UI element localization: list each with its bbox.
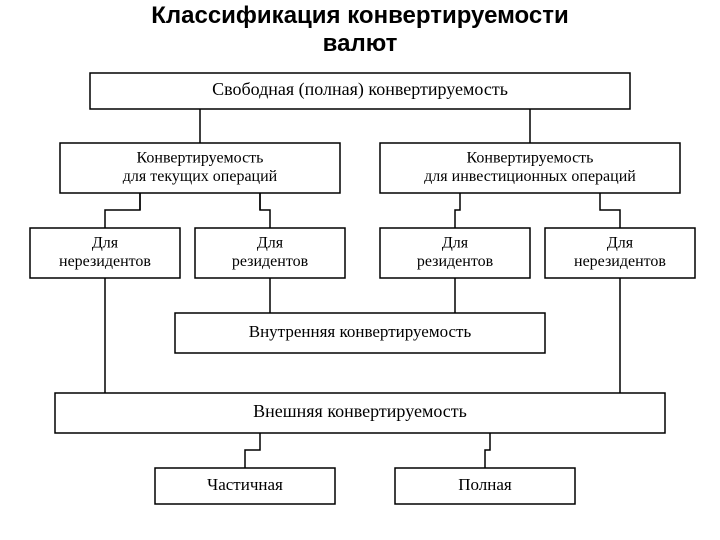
- edge: [455, 193, 460, 228]
- node-root-label-0: Свободная (полная) конвертируемость: [212, 79, 508, 100]
- node-c_r: Длярезидентов: [195, 228, 345, 278]
- node-inv-label-0: Конвертируемость: [467, 150, 594, 167]
- node-i_nr-label-1: нерезидентов: [574, 253, 666, 270]
- node-curr: Конвертируемостьдля текущих операций: [60, 143, 340, 193]
- node-c_nr-label-1: нерезидентов: [59, 253, 151, 270]
- title-line-1: Классификация конвертируемости: [151, 2, 569, 29]
- node-curr-label-1: для текущих операций: [123, 168, 278, 185]
- node-full-label-0: Полная: [458, 475, 512, 494]
- node-c_r-label-0: Для: [257, 235, 284, 252]
- node-outer: Внешняя конвертируемость: [55, 393, 665, 433]
- node-curr-label-0: Конвертируемость: [137, 150, 264, 167]
- edge: [245, 433, 260, 468]
- edge: [105, 193, 140, 228]
- convertibility-diagram: Свободная (полная) конвертируемость Конве…: [0, 63, 720, 533]
- edge: [485, 433, 490, 468]
- node-inner: Внутренняя конвертируемость: [175, 313, 545, 353]
- node-i_r: Длярезидентов: [380, 228, 530, 278]
- node-c_nr: Длянерезидентов: [30, 228, 180, 278]
- node-c_nr-label-0: Для: [92, 235, 119, 252]
- node-full: Полная: [395, 468, 575, 504]
- node-root: Свободная (полная) конвертируемость: [90, 73, 630, 109]
- node-i_r-label-1: резидентов: [417, 253, 494, 270]
- node-i_nr: Длянерезидентов: [545, 228, 695, 278]
- node-c_r-label-1: резидентов: [232, 253, 309, 270]
- node-i_r-label-0: Для: [442, 235, 469, 252]
- node-part: Частичная: [155, 468, 335, 504]
- node-outer-label-0: Внешняя конвертируемость: [253, 401, 467, 421]
- node-inv-label-1: для инвестиционных операций: [424, 168, 636, 185]
- page-title: Классификация конвертируемости валют: [0, 0, 720, 63]
- node-part-label-0: Частичная: [207, 475, 283, 494]
- edge: [600, 193, 620, 228]
- node-i_nr-label-0: Для: [607, 235, 634, 252]
- node-inner-label-0: Внутренняя конвертируемость: [249, 322, 472, 341]
- title-line-2: валют: [323, 30, 398, 57]
- edge: [260, 193, 270, 228]
- node-inv: Конвертируемостьдля инвестиционных опера…: [380, 143, 680, 193]
